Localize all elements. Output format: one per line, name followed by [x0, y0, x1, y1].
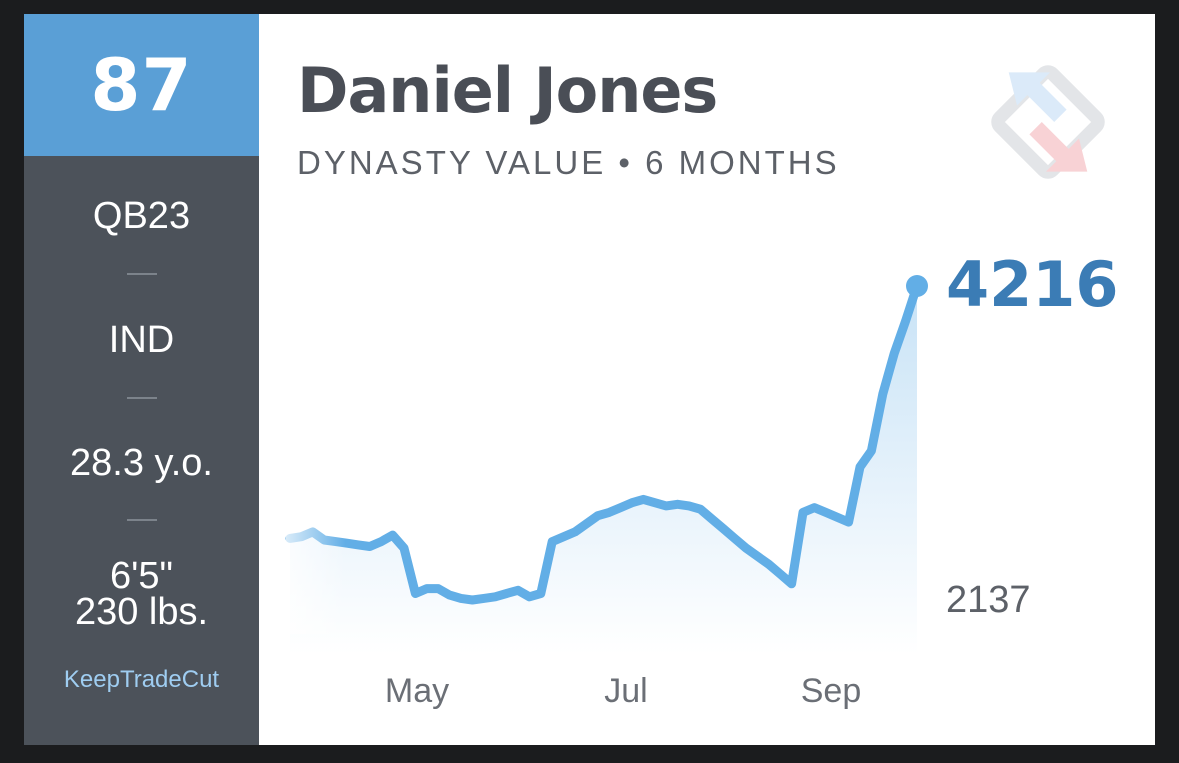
- age: 28.3 y.o.: [70, 442, 213, 484]
- divider: [127, 397, 157, 399]
- player-info-sidebar: 87 QB23 IND 28.3 y.o. 6'5" 230 lbs. Keep…: [24, 14, 259, 745]
- player-name: Daniel Jones: [297, 54, 718, 127]
- chart-subtitle: DYNASTY VALUE • 6 MONTHS: [297, 144, 840, 181]
- brand-link[interactable]: KeepTradeCut: [63, 666, 220, 693]
- team: IND: [108, 319, 175, 361]
- weight: 230 lbs.: [74, 591, 209, 633]
- series-line: [285, 281, 922, 605]
- ktc-arrows-logo-icon: [991, 65, 1105, 179]
- height: 6'5": [109, 555, 173, 597]
- position-rank: QB23: [92, 195, 191, 237]
- divider: [127, 273, 157, 275]
- overall-rank: 87: [90, 43, 193, 127]
- min-value-label: 2137: [946, 579, 1031, 621]
- end-point-marker: [906, 275, 928, 297]
- player-card: 87 QB23 IND 28.3 y.o. 6'5" 230 lbs. Keep…: [24, 14, 1155, 745]
- end-value-label: 4216: [946, 248, 1119, 321]
- x-tick-label: Sep: [801, 672, 862, 710]
- divider: [127, 519, 157, 521]
- overall-rank-box: 87: [24, 14, 259, 156]
- chart: 4216 2137 May Jul Sep: [285, 248, 1119, 710]
- x-tick-label: Jul: [604, 672, 647, 710]
- fade-overlay: [286, 514, 346, 634]
- x-tick-label: May: [385, 672, 449, 710]
- series-area: [290, 286, 917, 654]
